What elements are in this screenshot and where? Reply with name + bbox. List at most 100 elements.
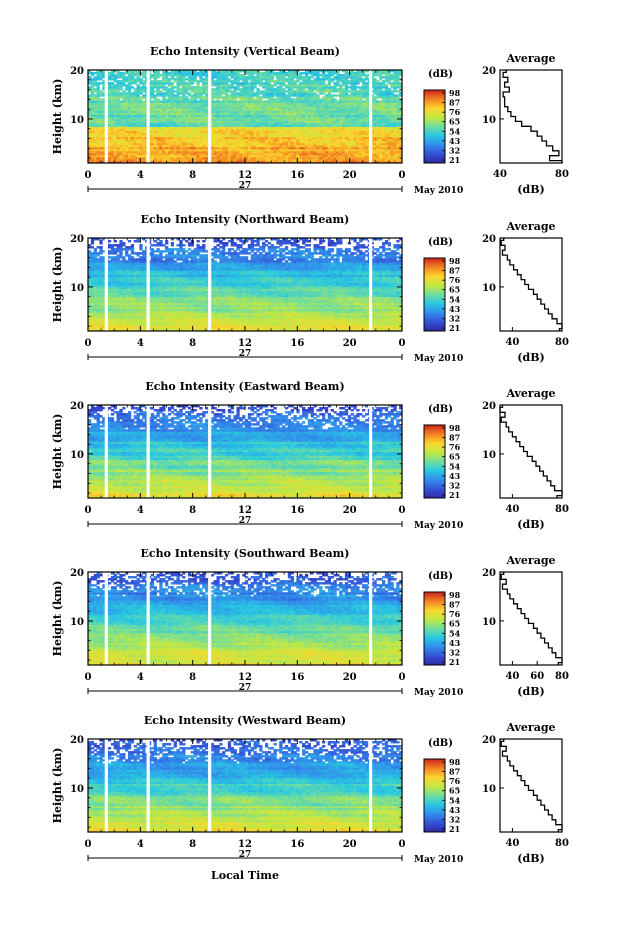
heatmap-cell [156,98,160,101]
heatmap-cell [213,152,217,156]
heatmap-cell [182,104,186,107]
heatmap-cell [330,78,334,81]
heatmap-cell [239,98,243,101]
heatmap-cell [90,102,95,105]
heatmap-cell [379,158,383,162]
heatmap-cell [344,100,349,103]
heatmap-cell [222,146,226,150]
heatmap-cell [336,126,340,130]
heatmap-cell [113,104,117,107]
heatmap-cell [279,148,283,152]
heatmap-cell [190,90,195,93]
heatmap-cell [127,116,132,119]
heatmap-cell [313,106,317,109]
heatmap-cell [299,156,303,160]
heatmap-cell [373,142,377,146]
heatmap-cell [387,142,391,146]
heatmap-cell [319,74,323,77]
heatmap-cell [110,150,115,154]
heatmap-cell [202,114,206,117]
heatmap-cell [382,92,386,95]
heatmap-cell [330,148,334,152]
heatmap-cell [359,138,363,142]
heatmap-cell [359,86,363,89]
heatmap-cell [110,148,115,152]
heatmap-cell [396,158,400,162]
heatmap-cell [287,120,292,123]
heatmap-cell [399,116,403,119]
heatmap-cell [170,150,175,154]
heatmap-cell [245,104,249,107]
heatmap-cell [219,146,223,150]
heatmap-cell [333,160,337,164]
heatmap-cell [230,128,234,132]
heatmap-cell [176,92,180,95]
heatmap-cell [242,100,246,103]
heatmap-cell [130,156,135,160]
heatmap-cell [176,94,180,97]
heatmap-cell [284,158,289,162]
heatmap-cell [133,156,137,160]
heatmap-cell [227,116,232,119]
heatmap-cell [282,90,286,93]
heatmap-cell [256,116,260,119]
heatmap-cell [253,102,257,105]
heatmap-cell [310,134,314,138]
heatmap-cell [270,92,274,95]
heatmap-cell [142,150,146,154]
heatmap-cell [250,126,254,130]
heatmap-cell [99,130,103,134]
heatmap-cell [387,160,391,164]
heatmap-cell [350,118,354,121]
heatmap-cell [230,90,234,93]
heatmap-cell [290,138,294,142]
heatmap-cell [216,108,220,111]
heatmap-cell [270,130,274,134]
heatmap-cell [133,140,137,144]
heatmap-cell [273,128,277,132]
heatmap-cell [125,122,129,125]
heatmap-cell [284,130,289,134]
heatmap-cell [239,124,243,128]
heatmap-cell [279,102,283,105]
heatmap-cell [210,130,214,134]
heatmap-cell [396,102,400,105]
heatmap-cell [236,128,240,132]
heatmap-cell [396,140,400,144]
heatmap-cell [299,118,303,121]
heatmap-cell [290,92,294,95]
heatmap-cell [110,104,115,107]
heatmap-cell [342,156,346,160]
heatmap-cell [139,134,143,138]
heatmap-cell [167,116,172,119]
heatmap-cell [216,118,220,121]
heatmap-cell [376,134,380,138]
heatmap-cell [330,94,334,97]
heatmap-cell [219,156,223,160]
heatmap-cell [373,154,377,158]
heatmap-cell [142,114,146,117]
heatmap-cell [102,106,106,109]
heatmap-cell [359,102,363,105]
heatmap-cell [296,104,300,107]
heatmap-cell [319,144,323,148]
heatmap-cell [162,144,166,148]
heatmap-cell [259,96,263,99]
heatmap-cell [213,124,217,128]
heatmap-cell [202,144,206,148]
heatmap-cell [364,152,369,156]
heatmap-cell [173,132,177,136]
heatmap-cell [344,96,349,99]
heatmap-cell [319,156,323,160]
heatmap-cell [142,96,146,99]
heatmap-cell [133,142,137,146]
heatmap-cell [262,158,266,162]
heatmap-cell [162,120,166,123]
heatmap-cell [362,134,366,138]
heatmap-cell [193,104,197,107]
heatmap-cell [267,112,272,115]
heatmap-cell [296,130,300,134]
heatmap-cell [225,96,229,99]
heatmap-cell [242,114,246,117]
heatmap-cell [396,114,400,117]
